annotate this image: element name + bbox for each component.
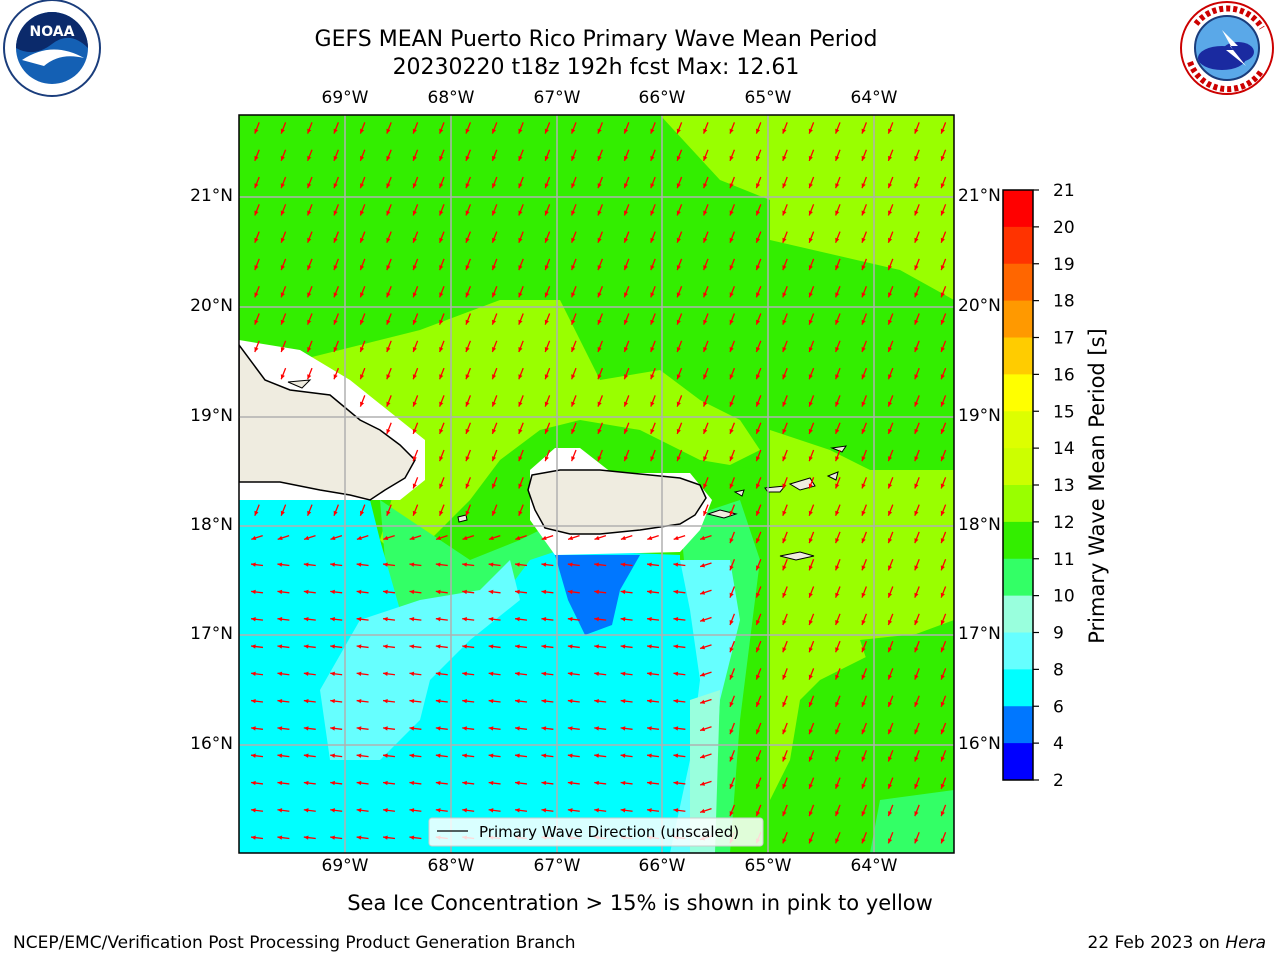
lon-label-top: 67°W: [533, 88, 581, 108]
colorbar-segment: [1003, 190, 1033, 228]
lat-label-left: 17°N: [190, 624, 233, 644]
colorbar-segment: [1003, 226, 1033, 265]
lon-label-bottom: 66°W: [638, 856, 686, 876]
colorbar-segment: [1003, 521, 1033, 560]
lat-label-right: 18°N: [958, 515, 1001, 535]
wave-direction-arrows: [250, 122, 947, 844]
colorbar-segment: [1003, 743, 1033, 781]
lon-label-top: 69°W: [321, 88, 369, 108]
colorbar-segment: [1003, 669, 1033, 707]
colorbar-tick-label: 19: [1053, 255, 1075, 275]
colorbar-segment: [1003, 448, 1033, 486]
colorbar-segment: [1003, 411, 1033, 449]
graticule: [239, 115, 954, 853]
legend-label: Primary Wave Direction (unscaled): [479, 823, 739, 841]
lat-label-right: 21°N: [958, 186, 1001, 206]
sea-ice-note: Sea Ice Concentration > 15% is shown in …: [347, 891, 933, 915]
lon-label-top: 66°W: [638, 88, 686, 108]
colorbar-label: Primary Wave Mean Period [s]: [1085, 328, 1109, 644]
puerto-rico-land: [527, 469, 707, 535]
lon-label-bottom: 67°W: [533, 856, 581, 876]
colorbar-segment: [1003, 485, 1033, 523]
lat-label-right: 19°N: [958, 406, 1001, 426]
lat-label-left: 21°N: [190, 186, 233, 206]
noaa-logo-text: NOAA: [30, 24, 75, 40]
lon-label-top: 64°W: [850, 88, 898, 108]
colorbar-tick-label: 6: [1053, 697, 1064, 717]
chart-subtitle: 20230220 t18z 192h fcst Max: 12.61: [392, 55, 800, 80]
lon-label-bottom: 65°W: [744, 856, 792, 876]
footer-credit: NCEP/EMC/Verification Post Processing Pr…: [13, 933, 576, 953]
colorbar-tick-label: 12: [1053, 513, 1075, 533]
noaa-logo: NOAA: [3, 0, 101, 97]
lat-label-right: 17°N: [958, 624, 1001, 644]
colorbar-segment: [1003, 374, 1033, 412]
lon-label-bottom: 69°W: [321, 856, 369, 876]
lat-label-left: 18°N: [190, 515, 233, 535]
lon-label-bottom: 64°W: [850, 856, 898, 876]
colorbar-segment: [1003, 263, 1033, 302]
lat-label-right: 16°N: [958, 734, 1001, 754]
map-frame: [238, 114, 955, 854]
colorbar-segment: [1003, 300, 1033, 338]
colorbar-tick-label: 18: [1053, 292, 1075, 312]
colorbar-tick-label: 11: [1053, 550, 1075, 570]
chart-title: GEFS MEAN Puerto Rico Primary Wave Mean …: [314, 27, 878, 52]
map-area: [239, 115, 954, 853]
colorbar-tick-label: 9: [1053, 624, 1064, 644]
lon-label-top: 65°W: [744, 88, 792, 108]
colorbar-segment: [1003, 337, 1033, 375]
colorbar-tick-label: 2: [1053, 771, 1064, 791]
lon-label-top: 68°W: [427, 88, 475, 108]
colorbar-segment: [1003, 558, 1033, 597]
hispaniola-land: [239, 343, 416, 501]
lat-label-left: 20°N: [190, 296, 233, 316]
colorbar-tick-label: 17: [1053, 329, 1075, 349]
lat-label-left: 19°N: [190, 406, 233, 426]
colorbar-tick-label: 4: [1053, 734, 1064, 754]
colorbar-tick-label: 8: [1053, 660, 1064, 680]
colorbar-tick-label: 16: [1053, 365, 1075, 385]
lat-label-right: 20°N: [958, 296, 1001, 316]
footer-date: 22 Feb 2023 on Hera: [1087, 933, 1266, 953]
footer-machine: Hera: [1225, 933, 1266, 953]
lon-label-bottom: 68°W: [427, 856, 475, 876]
colorbar-tick-label: 14: [1053, 439, 1075, 459]
nws-logo: [1180, 1, 1274, 95]
colorbar: 21 20 19 18 17 16 15 14 13 12 11 10 9 8 6 4 2: [1002, 181, 1075, 791]
colorbar-segment: [1003, 595, 1033, 633]
colorbar-tick-label: 20: [1053, 218, 1075, 238]
colorbar-segment: [1003, 632, 1033, 670]
colorbar-tick-label: 13: [1053, 476, 1075, 496]
colorbar-tick-label: 15: [1053, 402, 1075, 422]
lat-label-left: 16°N: [190, 734, 233, 754]
map-legend: Primary Wave Direction (unscaled): [428, 817, 764, 847]
colorbar-tick-label: 10: [1053, 587, 1075, 607]
colorbar-segment: [1003, 706, 1033, 744]
period-field-4-6: [555, 555, 640, 635]
colorbar-tick-label: 21: [1053, 181, 1075, 201]
